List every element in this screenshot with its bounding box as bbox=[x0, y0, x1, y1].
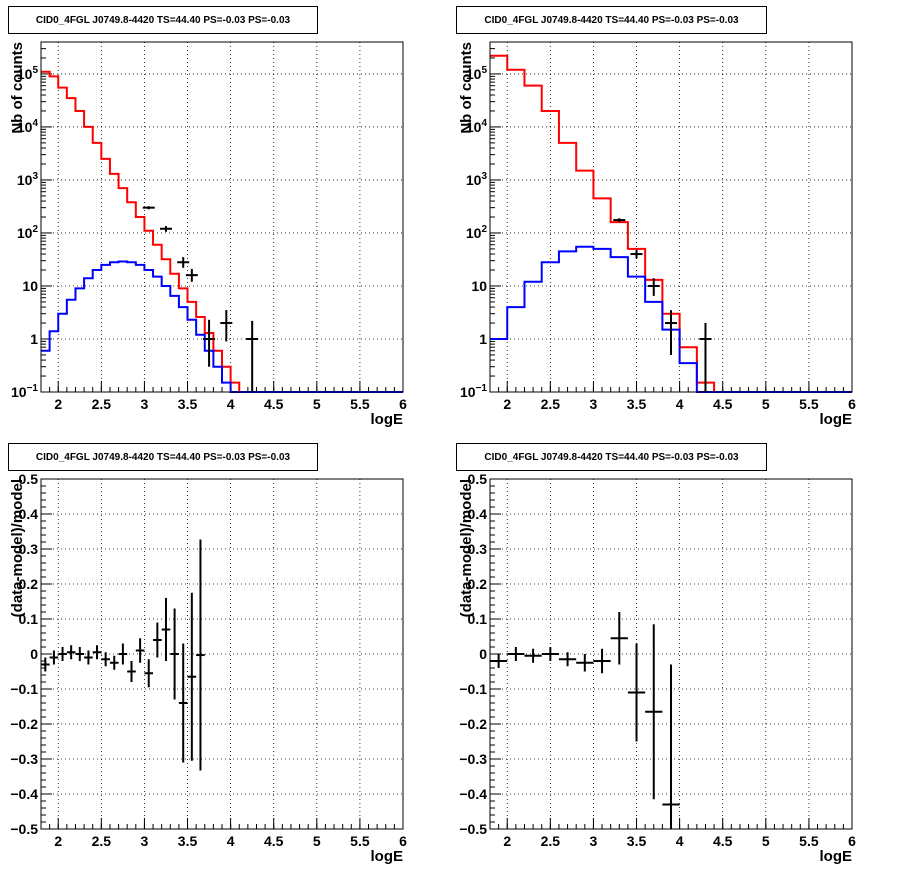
x-tick-label: 2 bbox=[503, 833, 511, 849]
x-tick-label: 3.5 bbox=[627, 396, 647, 412]
y-tick-label: 0.5 bbox=[468, 471, 488, 487]
x-tick-label: 6 bbox=[848, 396, 856, 412]
panel-bottom-right: 2 2.5 3 3.5 4 4.5 5 5.5 6 −0.5 −0.4 −0.3 −0.2 −0.1 0 0.… bbox=[449, 437, 898, 874]
chart-title: CID0_4FGL J0749.8-4420 TS=44.40 PS=-0.03… bbox=[456, 443, 767, 471]
x-tick-label: 2.5 bbox=[541, 396, 561, 412]
y-tick-label: 0.3 bbox=[19, 541, 39, 557]
plot-frame bbox=[489, 41, 853, 393]
x-tick-label: 5 bbox=[762, 833, 770, 849]
y-tick-label: −0.5 bbox=[459, 821, 487, 837]
y-tick-label: 10 bbox=[22, 278, 38, 294]
chart-bottom-left: 2 2.5 3 3.5 4 4.5 5 5.5 6 −0.5 −0.4 −0.3 −0.2 −0.1 0 0.… bbox=[9, 471, 407, 865]
y-tick-label: 0.2 bbox=[468, 576, 488, 592]
x-tick-label: 5 bbox=[762, 396, 770, 412]
y-tick-label: 0.4 bbox=[19, 506, 39, 522]
y-axis-label: Nb of counts bbox=[458, 42, 475, 134]
x-tick-label: 2 bbox=[54, 396, 62, 412]
y-tick-label: 105 bbox=[17, 65, 39, 82]
y-tick-label: −0.3 bbox=[459, 751, 487, 767]
x-tick-label: 4 bbox=[676, 833, 684, 849]
y-tick-label: 102 bbox=[17, 224, 39, 241]
plot-frame bbox=[40, 41, 404, 393]
chart-title: CID0_4FGL J0749.8-4420 TS=44.40 PS=-0.03… bbox=[456, 6, 767, 34]
x-tick-label: 3.5 bbox=[627, 833, 647, 849]
y-tick-label: −0.4 bbox=[10, 786, 38, 802]
x-tick-label: 2.5 bbox=[92, 396, 112, 412]
chart-top-left: 2 2.5 3 3.5 4 4.5 5 5.5 6 10−1 1 10 102 103 104 105 logE… bbox=[9, 41, 407, 428]
plot-frame bbox=[40, 478, 404, 830]
x-tick-label: 5.5 bbox=[350, 833, 370, 849]
plot-area bbox=[41, 42, 403, 392]
panel-bottom-left: 2 2.5 3 3.5 4 4.5 5 5.5 6 −0.5 −0.4 −0.3 −0.2 −0.1 0 0.… bbox=[0, 437, 449, 874]
y-tick-label: 0.1 bbox=[19, 611, 39, 627]
x-tick-label: 5.5 bbox=[799, 396, 819, 412]
x-tick-label: 6 bbox=[399, 833, 407, 849]
panel-top-left: 2 2.5 3 3.5 4 4.5 5 5.5 6 10−1 1 10 102 103 104 105 logE… bbox=[0, 0, 449, 437]
x-tick-label: 4 bbox=[227, 396, 235, 412]
y-tick-label: 1 bbox=[30, 331, 38, 347]
x-axis-label: logE bbox=[371, 848, 404, 865]
x-tick-label: 3 bbox=[590, 396, 598, 412]
x-tick-label: 5 bbox=[313, 396, 321, 412]
y-axis-label: (data-model)/model bbox=[458, 479, 475, 617]
y-tick-label: 104 bbox=[466, 118, 488, 135]
x-tick-label: 3 bbox=[141, 833, 149, 849]
y-axis-label: (data-model)/model bbox=[9, 479, 26, 617]
y-tick-label: 103 bbox=[466, 171, 488, 188]
x-tick-label: 4.5 bbox=[713, 833, 733, 849]
y-tick-label: 0.5 bbox=[19, 471, 39, 487]
y-tick-label: 0.1 bbox=[468, 611, 488, 627]
x-tick-label: 5.5 bbox=[350, 396, 370, 412]
x-axis-label: logE bbox=[820, 411, 853, 428]
x-tick-label: 4.5 bbox=[264, 396, 284, 412]
y-tick-label: 102 bbox=[466, 224, 488, 241]
x-tick-label: 5.5 bbox=[799, 833, 819, 849]
y-tick-label: 103 bbox=[17, 171, 39, 188]
y-tick-label: −0.4 bbox=[459, 786, 487, 802]
y-tick-label: −0.2 bbox=[459, 716, 487, 732]
x-tick-label: 6 bbox=[399, 396, 407, 412]
x-tick-label: 3 bbox=[590, 833, 598, 849]
x-tick-label: 2 bbox=[54, 833, 62, 849]
y-tick-label: 0.3 bbox=[468, 541, 488, 557]
chart-top-right: 2 2.5 3 3.5 4 4.5 5 5.5 6 10−1 1 10 102 103 104 105 logE… bbox=[458, 41, 856, 428]
y-tick-label: 0.2 bbox=[19, 576, 39, 592]
y-tick-label: −0.1 bbox=[459, 681, 487, 697]
x-tick-label: 2 bbox=[503, 396, 511, 412]
y-tick-label: 105 bbox=[466, 65, 488, 82]
y-tick-label: −0.2 bbox=[10, 716, 38, 732]
plot-frame bbox=[489, 478, 853, 830]
y-tick-label: 10−1 bbox=[11, 383, 38, 400]
x-tick-label: 5 bbox=[313, 833, 321, 849]
x-tick-label: 3.5 bbox=[178, 396, 198, 412]
y-tick-label: 104 bbox=[17, 118, 39, 135]
y-axis-label: Nb of counts bbox=[9, 42, 26, 134]
chart-bottom-right: 2 2.5 3 3.5 4 4.5 5 5.5 6 −0.5 −0.4 −0.3 −0.2 −0.1 0 0.… bbox=[458, 471, 856, 865]
x-tick-label: 4.5 bbox=[264, 833, 284, 849]
x-tick-label: 2.5 bbox=[92, 833, 112, 849]
y-tick-label: 10 bbox=[471, 278, 487, 294]
y-tick-label: 1 bbox=[479, 331, 487, 347]
y-tick-label: 0.4 bbox=[468, 506, 488, 522]
x-axis-label: logE bbox=[371, 411, 404, 428]
y-tick-label: −0.5 bbox=[10, 821, 38, 837]
y-tick-label: −0.1 bbox=[10, 681, 38, 697]
y-tick-label: 0 bbox=[30, 646, 38, 662]
x-tick-label: 4 bbox=[676, 396, 684, 412]
y-tick-label: −0.3 bbox=[10, 751, 38, 767]
x-tick-label: 4.5 bbox=[713, 396, 733, 412]
y-tick-label: 10−1 bbox=[460, 383, 487, 400]
panel-top-right: 2 2.5 3 3.5 4 4.5 5 5.5 6 10−1 1 10 102 103 104 105 logE… bbox=[449, 0, 898, 437]
x-tick-label: 2.5 bbox=[541, 833, 561, 849]
chart-title: CID0_4FGL J0749.8-4420 TS=44.40 PS=-0.03… bbox=[8, 443, 318, 471]
x-tick-label: 3 bbox=[141, 396, 149, 412]
x-tick-label: 4 bbox=[227, 833, 235, 849]
x-tick-label: 6 bbox=[848, 833, 856, 849]
y-tick-label: 0 bbox=[479, 646, 487, 662]
chart-title: CID0_4FGL J0749.8-4420 TS=44.40 PS=-0.03… bbox=[8, 6, 318, 34]
x-axis-label: logE bbox=[820, 848, 853, 865]
x-tick-label: 3.5 bbox=[178, 833, 198, 849]
